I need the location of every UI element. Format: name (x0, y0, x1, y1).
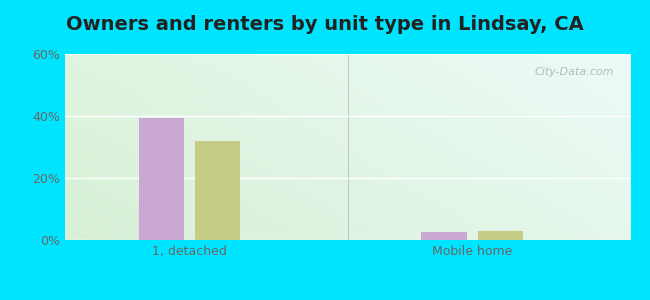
Text: City-Data.com: City-Data.com (534, 67, 614, 77)
Bar (478, 231, 523, 240)
Text: Owners and renters by unit type in Lindsay, CA: Owners and renters by unit type in Linds… (66, 15, 584, 34)
Bar (421, 232, 467, 240)
Bar (195, 141, 240, 240)
Bar (138, 118, 184, 240)
